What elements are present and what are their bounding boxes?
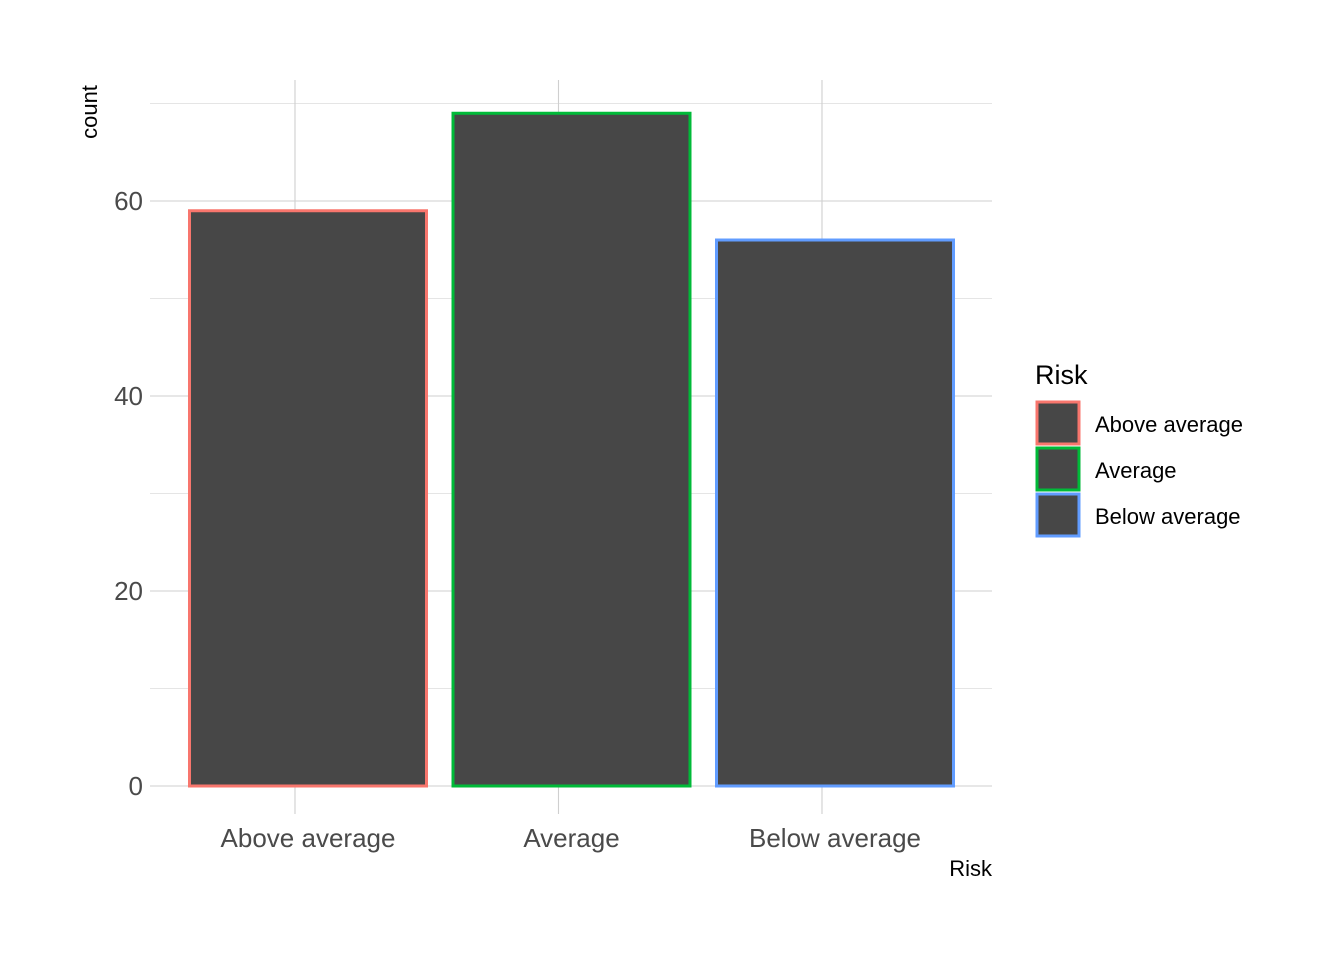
bar-average bbox=[453, 113, 690, 786]
x-axis-title: Risk bbox=[949, 856, 993, 881]
legend-label: Average bbox=[1095, 458, 1177, 483]
legend-key bbox=[1037, 448, 1079, 490]
x-tick-label: Above average bbox=[221, 823, 396, 853]
legend-label: Below average bbox=[1095, 504, 1241, 529]
legend-title: Risk bbox=[1035, 360, 1088, 390]
x-tick-label: Below average bbox=[749, 823, 921, 853]
y-tick-label: 60 bbox=[114, 186, 143, 216]
bar-above-average bbox=[190, 211, 427, 786]
legend-key bbox=[1037, 402, 1079, 444]
y-tick-labels: 0 20 40 60 bbox=[114, 186, 143, 801]
y-tick-label: 20 bbox=[114, 576, 143, 606]
x-tick-label: Average bbox=[523, 823, 619, 853]
bar-below-average bbox=[717, 240, 954, 786]
y-tick-label: 0 bbox=[129, 771, 143, 801]
bars bbox=[190, 113, 954, 786]
y-axis-title: count bbox=[77, 85, 102, 139]
legend-label: Above average bbox=[1095, 412, 1243, 437]
legend-items: Above average Average Below average bbox=[1037, 402, 1243, 536]
legend: Risk Above average Average Below average bbox=[1035, 360, 1243, 536]
legend-key bbox=[1037, 494, 1079, 536]
y-tick-label: 40 bbox=[114, 381, 143, 411]
x-tick-labels: Above average Average Below average bbox=[221, 823, 921, 853]
